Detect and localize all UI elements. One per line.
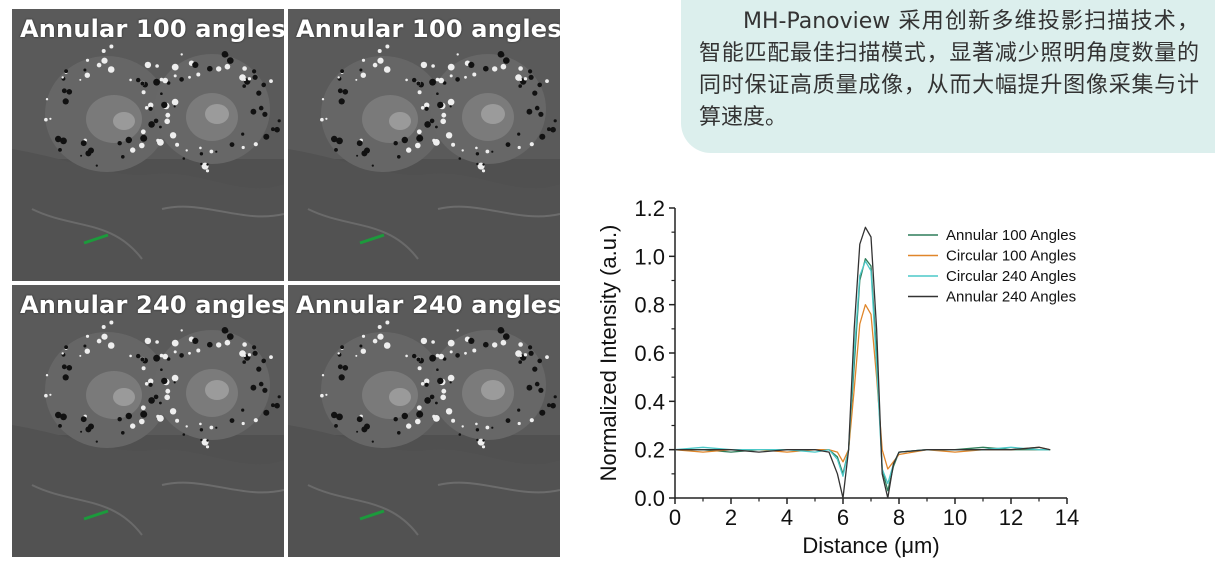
micrograph-panel: Annular 100 angles bbox=[12, 9, 284, 281]
image-grid: Annular 100 angles Annular 100 angles An… bbox=[12, 9, 560, 557]
cell-micrograph bbox=[12, 285, 284, 557]
x-tick-label: 2 bbox=[725, 505, 737, 530]
intensity-profile-chart: 0 2 4 6 8 10 12 14 0.0 0.2 0.4 0.6 0.8 1.0 1.2 Annular… bbox=[596, 196, 1079, 558]
cell-micrograph bbox=[12, 9, 284, 281]
series-line bbox=[674, 304, 1051, 470]
legend-label: Circular 240 Angles bbox=[946, 268, 1076, 285]
x-tick-label: 4 bbox=[781, 505, 793, 530]
y-tick-label: 0.8 bbox=[634, 293, 665, 318]
y-tick-label: 0.2 bbox=[634, 438, 665, 463]
series-line bbox=[675, 226, 1051, 499]
panel-label: Annular 100 angles bbox=[20, 15, 284, 43]
x-tick-label: 8 bbox=[893, 505, 905, 530]
y-tick-label: 0.0 bbox=[634, 486, 665, 511]
panel-label: Annular 240 angles bbox=[296, 291, 560, 319]
x-tick-label: 10 bbox=[943, 505, 967, 530]
micrograph-panel: Annular 100 angles bbox=[288, 9, 560, 281]
x-tick-label: 6 bbox=[837, 505, 849, 530]
x-tick-label: 14 bbox=[1055, 505, 1079, 530]
cell-micrograph bbox=[288, 285, 560, 557]
x-tick-label: 0 bbox=[669, 505, 681, 530]
y-tick-label: 0.4 bbox=[634, 389, 665, 414]
y-tick-label: 1.2 bbox=[634, 196, 665, 221]
description-text: MH-Panoview 采用创新多维投影扫描技术，智能匹配最佳扫描模式，显著减少… bbox=[699, 9, 1199, 130]
y-tick-label: 0.6 bbox=[634, 341, 665, 366]
x-axis-label: Distance (μm) bbox=[802, 533, 939, 558]
cell-micrograph bbox=[288, 9, 560, 281]
panel-label: Annular 240 angles bbox=[20, 291, 284, 319]
panel-label: Annular 100 angles bbox=[296, 15, 560, 43]
description-box: MH-Panoview 采用创新多维投影扫描技术，智能匹配最佳扫描模式，显著减少… bbox=[681, 0, 1215, 153]
chart-plot-area bbox=[674, 226, 1051, 499]
y-axis-label: Normalized Intensity (a.u.) bbox=[596, 225, 621, 482]
chart-legend: Annular 100 Angles Circular 100 Angles Cir… bbox=[908, 227, 1076, 306]
legend-label: Annular 240 Angles bbox=[946, 289, 1076, 306]
x-tick-label: 12 bbox=[999, 505, 1023, 530]
legend-label: Annular 100 Angles bbox=[946, 227, 1076, 244]
legend-label: Circular 100 Angles bbox=[946, 248, 1076, 265]
y-tick-label: 1.0 bbox=[634, 244, 665, 269]
micrograph-panel: Annular 240 angles bbox=[12, 285, 284, 557]
micrograph-panel: Annular 240 angles bbox=[288, 285, 560, 557]
